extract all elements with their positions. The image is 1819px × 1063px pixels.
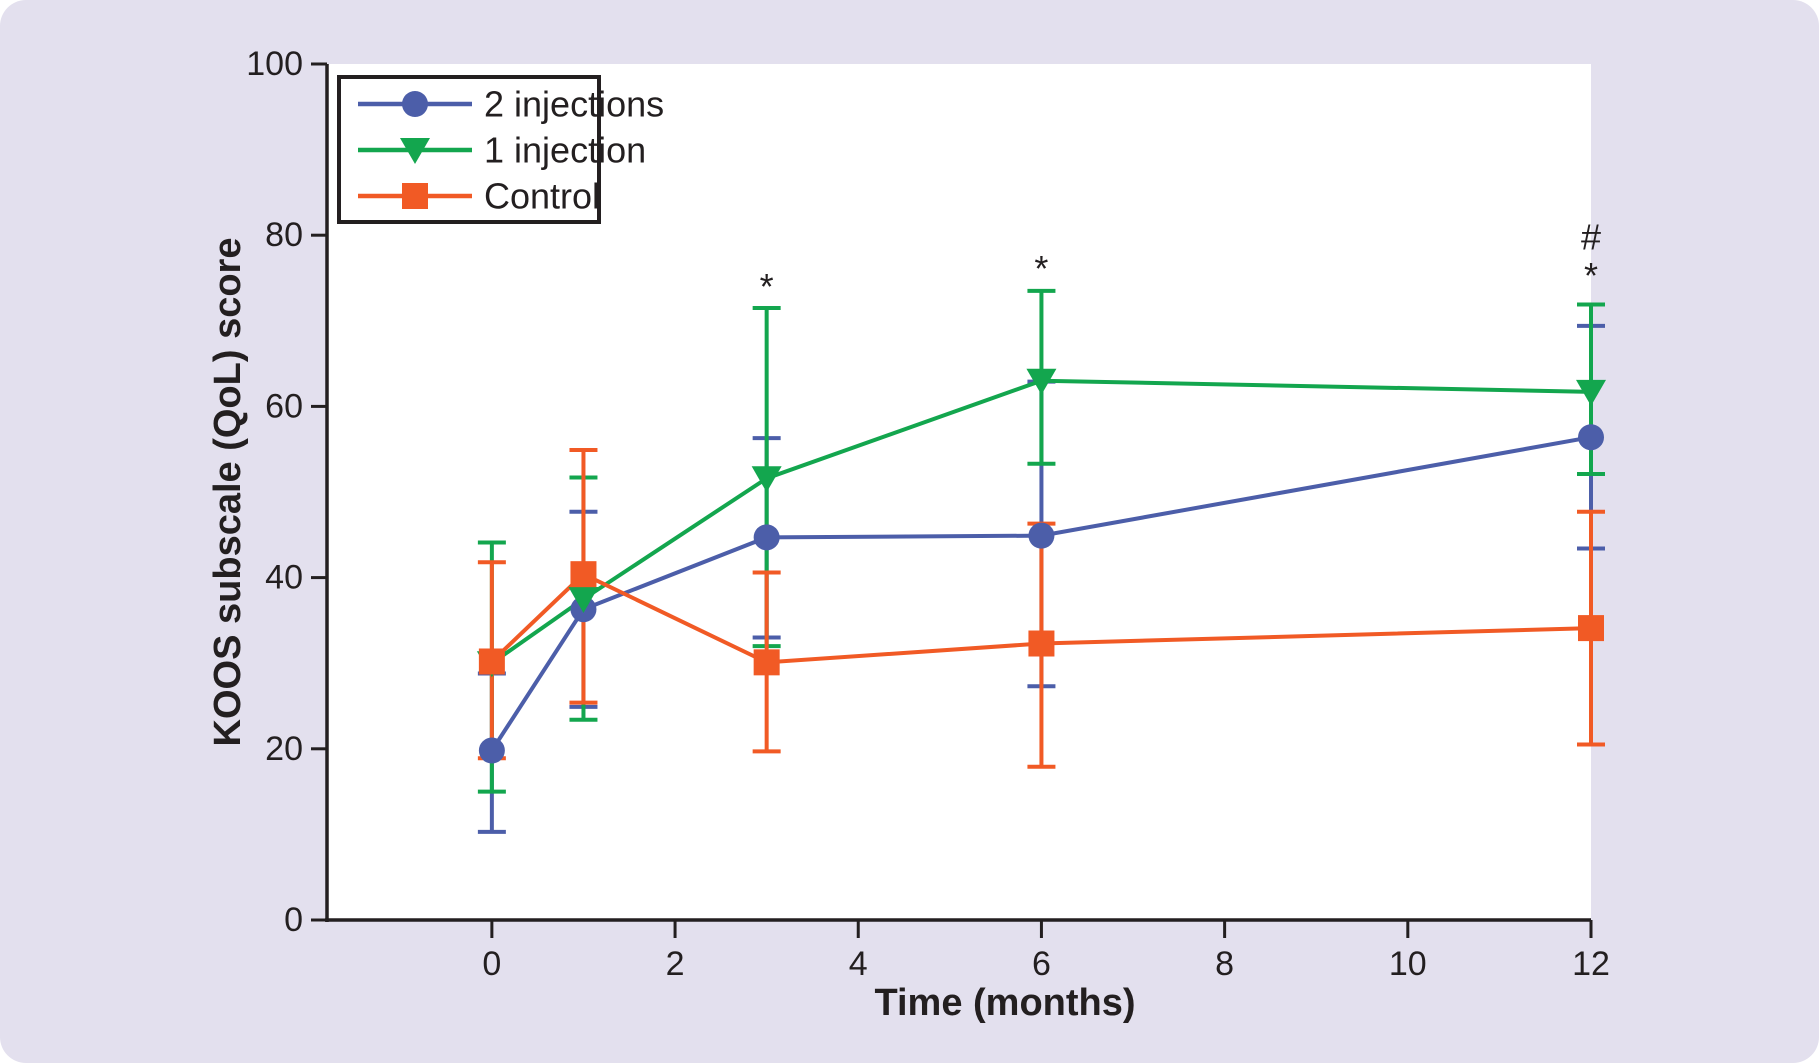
x-tick-label: 8 (1215, 945, 1234, 983)
axes-layer: 0 20 40 60 80 100 0 2 4 6 8 10 12 (246, 45, 1610, 983)
legend-label: Control (484, 176, 600, 217)
data-point-2-injections-m12 (1578, 424, 1604, 451)
significance-marker: * (760, 266, 774, 307)
legend-marker-circle (402, 91, 428, 117)
legend-marker-square (402, 183, 428, 209)
data-point-1-injection-m1 (568, 587, 599, 613)
data-point-1-injection-m12 (1576, 379, 1606, 406)
x-tick-label: 4 (849, 945, 868, 983)
data-point-2-injections-m0 (478, 737, 505, 764)
y-tick-label: 60 (265, 387, 303, 425)
data-point-markers-layer (476, 368, 1606, 764)
x-tick-label: 0 (482, 945, 501, 983)
legend-marker-triangle-down (400, 138, 430, 164)
y-axis-title: KOOS subscale (QoL) score (207, 238, 249, 747)
y-tick-label: 20 (265, 730, 303, 768)
x-tick-label: 12 (1572, 945, 1610, 983)
data-point-control-m1 (570, 561, 597, 588)
legend-item-2-injections: 2 injections (358, 84, 664, 125)
legend-item-1-injection: 1 injection (358, 130, 646, 171)
significance-marker: * (1584, 255, 1598, 296)
data-point-2-injections-m3 (753, 524, 780, 551)
data-point-control-m6 (1028, 630, 1055, 657)
data-point-1-injection-m6 (1026, 368, 1057, 395)
y-tick-label: 0 (284, 901, 303, 939)
x-tick-label: 2 (666, 945, 685, 983)
y-tick-label: 80 (265, 216, 303, 254)
y-tick-label: 40 (265, 559, 303, 597)
data-point-1-injection-m3 (751, 466, 782, 493)
legend-item-control: Control (358, 176, 600, 217)
data-point-2-injections-m6 (1028, 522, 1055, 549)
legend-label: 2 injections (484, 84, 664, 125)
x-axis-title: Time (months) (874, 982, 1135, 1024)
significance-marker: # (1581, 216, 1601, 257)
legend-label: 1 injection (484, 130, 646, 171)
data-point-control-m12 (1578, 615, 1604, 642)
legend: 2 injections 1 injection Control (337, 75, 664, 224)
x-tick-label: 10 (1389, 945, 1427, 983)
data-point-control-m0 (478, 648, 505, 675)
significance-marker: * (1034, 248, 1048, 289)
data-point-control-m3 (753, 649, 780, 676)
y-tick-label: 100 (246, 45, 303, 83)
x-tick-label: 6 (1032, 945, 1051, 983)
significance-annotations-layer: * * *# (760, 216, 1601, 307)
